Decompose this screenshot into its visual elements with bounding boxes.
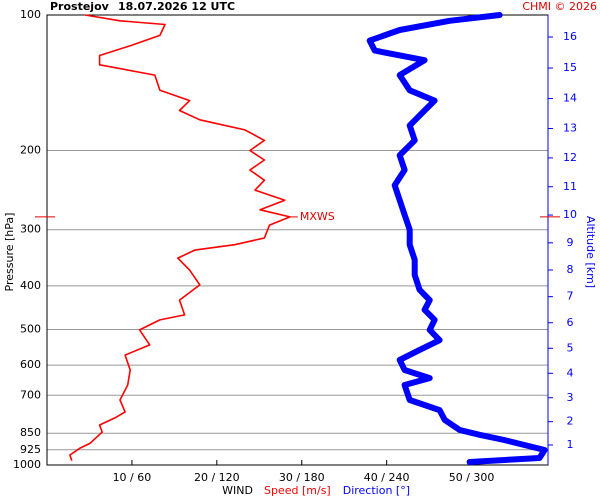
y-axis-label: Pressure [hPa] bbox=[3, 213, 16, 292]
y2-tick-label: 10 bbox=[563, 208, 577, 221]
y2-tick-label: 15 bbox=[563, 61, 577, 74]
y-tick-label: 500 bbox=[20, 323, 41, 336]
legend-label: Direction [°] bbox=[343, 484, 410, 497]
y2-tick-label: 5 bbox=[567, 341, 574, 354]
y2-axis-label: Altitude [km] bbox=[584, 216, 597, 288]
y-tick-label: 925 bbox=[20, 443, 41, 456]
x-axis-label: WIND bbox=[222, 484, 253, 497]
y2-tick-label: 3 bbox=[567, 391, 574, 404]
credit: CHMI © 2026 bbox=[522, 0, 597, 13]
x-tick-label: 40 / 240 bbox=[364, 471, 410, 484]
x-tick-label: 30 / 180 bbox=[279, 471, 325, 484]
y2-tick-label: 14 bbox=[563, 92, 577, 105]
legend-label: Speed [m/s] bbox=[264, 484, 331, 497]
y-tick-label: 200 bbox=[20, 143, 41, 156]
y-tick-label: 100 bbox=[20, 8, 41, 21]
y2-tick-label: 2 bbox=[567, 415, 574, 428]
y2-tick-label: 13 bbox=[563, 122, 577, 135]
y2-tick-label: 8 bbox=[567, 263, 574, 276]
y2-tick-label: 16 bbox=[563, 30, 577, 43]
y-tick-label: 600 bbox=[20, 358, 41, 371]
y-tick-label: 1000 bbox=[13, 458, 41, 471]
profile-line bbox=[69, 14, 291, 461]
y-tick-label: 400 bbox=[20, 279, 41, 292]
y-tick-label: 300 bbox=[20, 223, 41, 236]
y2-tick-label: 4 bbox=[567, 366, 574, 379]
y2-tick-label: 7 bbox=[567, 290, 574, 303]
x-tick-label: 20 / 120 bbox=[194, 471, 240, 484]
y2-tick-label: 12 bbox=[563, 151, 577, 164]
x-tick-label: 50 / 300 bbox=[449, 471, 495, 484]
y2-tick-label: 9 bbox=[567, 236, 574, 249]
station: Prostejov bbox=[50, 0, 110, 13]
profile-line bbox=[366, 12, 548, 465]
chart-title: 18.07.2026 12 UTC bbox=[118, 0, 235, 13]
y2-tick-label: 6 bbox=[567, 316, 574, 329]
annotation: MXWS bbox=[300, 210, 335, 223]
y2-tick-label: 1 bbox=[567, 438, 574, 451]
y2-tick-label: 11 bbox=[563, 180, 577, 193]
x-tick-label: 10 / 60 bbox=[113, 471, 152, 484]
y-tick-label: 850 bbox=[20, 426, 41, 439]
y-tick-label: 700 bbox=[20, 388, 41, 401]
